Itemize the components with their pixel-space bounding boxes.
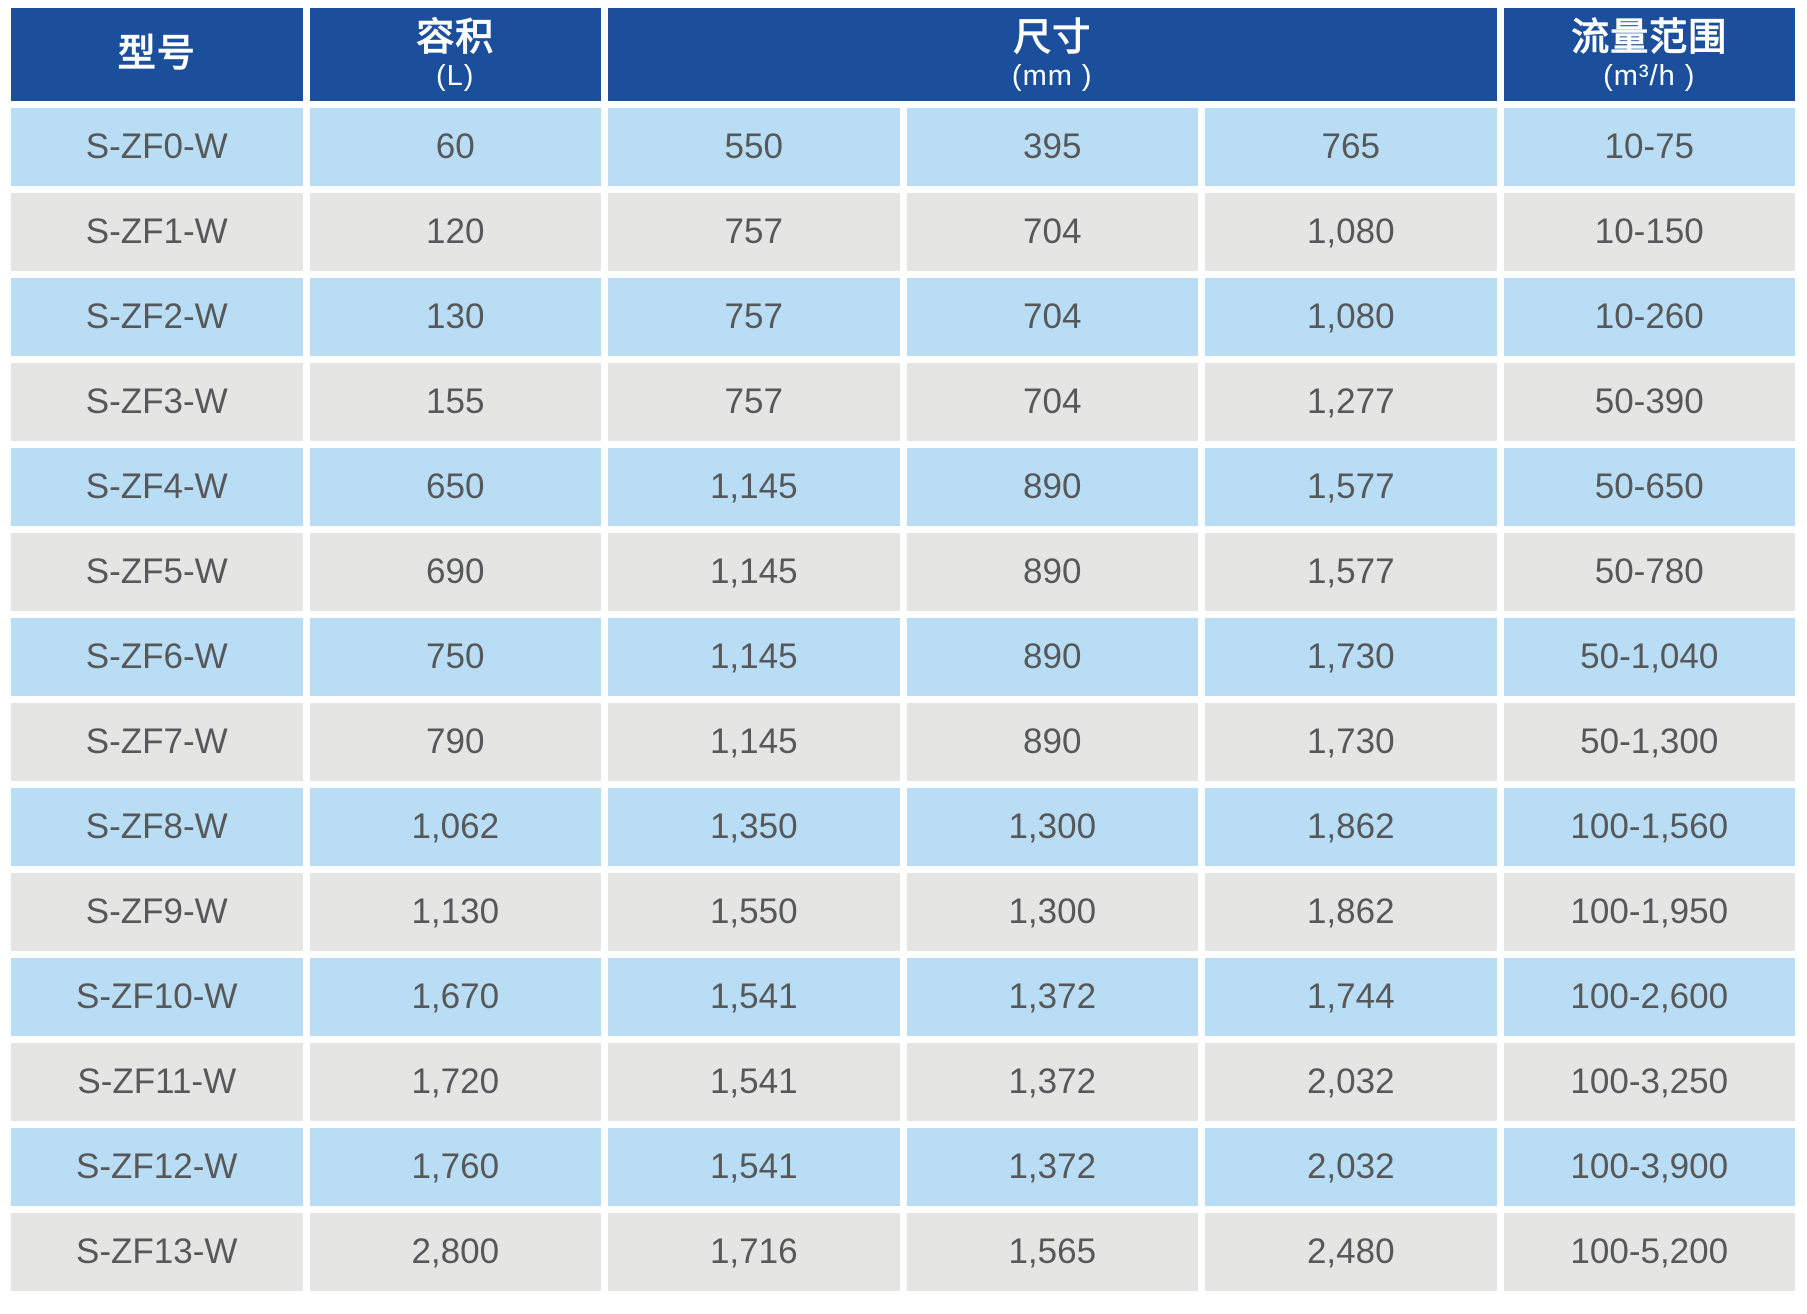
dim-length-cell: 757 [608, 193, 900, 271]
dim-height-cell: 1,080 [1205, 278, 1497, 356]
volume-cell: 1,130 [309, 873, 601, 951]
volume-cell: 1,760 [309, 1128, 601, 1206]
dim-length-cell: 1,541 [608, 1128, 900, 1206]
model-cell: S-ZF9-W [11, 873, 303, 951]
flow-range-cell: 50-1,300 [1503, 703, 1795, 781]
dim-length-cell: 1,145 [608, 448, 900, 526]
model-cell: S-ZF3-W [11, 363, 303, 441]
dim-length-cell: 1,550 [608, 873, 900, 951]
flow-range-cell: 100-3,250 [1503, 1043, 1795, 1121]
dim-height-cell: 1,862 [1205, 788, 1497, 866]
flow-range-cell: 100-1,950 [1503, 873, 1795, 951]
dim-length-cell: 1,716 [608, 1213, 900, 1291]
dim-length-cell: 757 [608, 363, 900, 441]
dim-width-cell: 1,565 [906, 1213, 1198, 1291]
dim-width-cell: 1,300 [906, 873, 1198, 951]
dim-height-cell: 1,277 [1205, 363, 1497, 441]
flow-range-cell: 50-650 [1503, 448, 1795, 526]
dim-width-cell: 890 [906, 533, 1198, 611]
dim-width-cell: 1,372 [906, 958, 1198, 1036]
column-header-flow-range-title: 流量范围 [1571, 16, 1728, 59]
dim-length-cell: 757 [608, 278, 900, 356]
model-cell: S-ZF1-W [11, 193, 303, 271]
column-header-volume-unit: (L) [436, 59, 475, 92]
dim-width-cell: 890 [906, 703, 1198, 781]
flow-range-cell: 10-150 [1503, 193, 1795, 271]
dim-height-cell: 1,577 [1205, 533, 1497, 611]
dim-width-cell: 1,300 [906, 788, 1198, 866]
model-cell: S-ZF8-W [11, 788, 303, 866]
flow-range-cell: 10-75 [1503, 108, 1795, 186]
flow-range-cell: 100-5,200 [1503, 1213, 1795, 1291]
dim-width-cell: 890 [906, 448, 1198, 526]
volume-cell: 790 [309, 703, 601, 781]
flow-range-cell: 50-1,040 [1503, 618, 1795, 696]
dim-height-cell: 765 [1205, 108, 1497, 186]
volume-cell: 2,800 [309, 1213, 601, 1291]
column-header-volume: 容积 (L) [309, 8, 601, 101]
column-header-model-title: 型号 [117, 33, 196, 76]
dim-length-cell: 1,145 [608, 618, 900, 696]
dim-width-cell: 704 [906, 193, 1198, 271]
model-cell: S-ZF7-W [11, 703, 303, 781]
flow-range-cell: 10-260 [1503, 278, 1795, 356]
model-cell: S-ZF12-W [11, 1128, 303, 1206]
column-header-volume-title: 容积 [416, 16, 495, 59]
column-header-dimensions: 尺寸 (mm ) [608, 8, 1497, 101]
spec-table: 型号 容积 (L) 尺寸 (mm ) 流量范围 (m³/h ) S-ZF0-W 6… [11, 8, 1795, 1291]
flow-range-cell: 100-3,900 [1503, 1128, 1795, 1206]
dim-width-cell: 704 [906, 278, 1198, 356]
column-header-model: 型号 [11, 8, 303, 101]
volume-cell: 650 [309, 448, 601, 526]
dim-width-cell: 395 [906, 108, 1198, 186]
volume-cell: 1,670 [309, 958, 601, 1036]
dim-height-cell: 1,744 [1205, 958, 1497, 1036]
dim-length-cell: 550 [608, 108, 900, 186]
column-header-flow-range: 流量范围 (m³/h ) [1503, 8, 1795, 101]
dim-height-cell: 2,032 [1205, 1043, 1497, 1121]
model-cell: S-ZF6-W [11, 618, 303, 696]
dim-height-cell: 1,730 [1205, 618, 1497, 696]
volume-cell: 1,720 [309, 1043, 601, 1121]
dim-length-cell: 1,145 [608, 533, 900, 611]
dim-length-cell: 1,145 [608, 703, 900, 781]
dim-width-cell: 890 [906, 618, 1198, 696]
column-header-dimensions-title: 尺寸 [1013, 16, 1092, 59]
volume-cell: 120 [309, 193, 601, 271]
flow-range-cell: 50-390 [1503, 363, 1795, 441]
dim-height-cell: 1,862 [1205, 873, 1497, 951]
flow-range-cell: 50-780 [1503, 533, 1795, 611]
dim-length-cell: 1,541 [608, 1043, 900, 1121]
volume-cell: 690 [309, 533, 601, 611]
volume-cell: 155 [309, 363, 601, 441]
volume-cell: 130 [309, 278, 601, 356]
model-cell: S-ZF0-W [11, 108, 303, 186]
model-cell: S-ZF5-W [11, 533, 303, 611]
model-cell: S-ZF13-W [11, 1213, 303, 1291]
dim-width-cell: 1,372 [906, 1128, 1198, 1206]
model-cell: S-ZF10-W [11, 958, 303, 1036]
dim-length-cell: 1,541 [608, 958, 900, 1036]
model-cell: S-ZF4-W [11, 448, 303, 526]
model-cell: S-ZF2-W [11, 278, 303, 356]
dim-length-cell: 1,350 [608, 788, 900, 866]
dim-width-cell: 1,372 [906, 1043, 1198, 1121]
volume-cell: 60 [309, 108, 601, 186]
flow-range-cell: 100-2,600 [1503, 958, 1795, 1036]
dim-height-cell: 1,730 [1205, 703, 1497, 781]
volume-cell: 1,062 [309, 788, 601, 866]
dim-height-cell: 2,032 [1205, 1128, 1497, 1206]
volume-cell: 750 [309, 618, 601, 696]
column-header-flow-range-unit: (m³/h ) [1603, 59, 1696, 92]
column-header-dimensions-unit: (mm ) [1011, 59, 1093, 92]
dim-height-cell: 2,480 [1205, 1213, 1497, 1291]
model-cell: S-ZF11-W [11, 1043, 303, 1121]
dim-width-cell: 704 [906, 363, 1198, 441]
dim-height-cell: 1,577 [1205, 448, 1497, 526]
flow-range-cell: 100-1,560 [1503, 788, 1795, 866]
dim-height-cell: 1,080 [1205, 193, 1497, 271]
